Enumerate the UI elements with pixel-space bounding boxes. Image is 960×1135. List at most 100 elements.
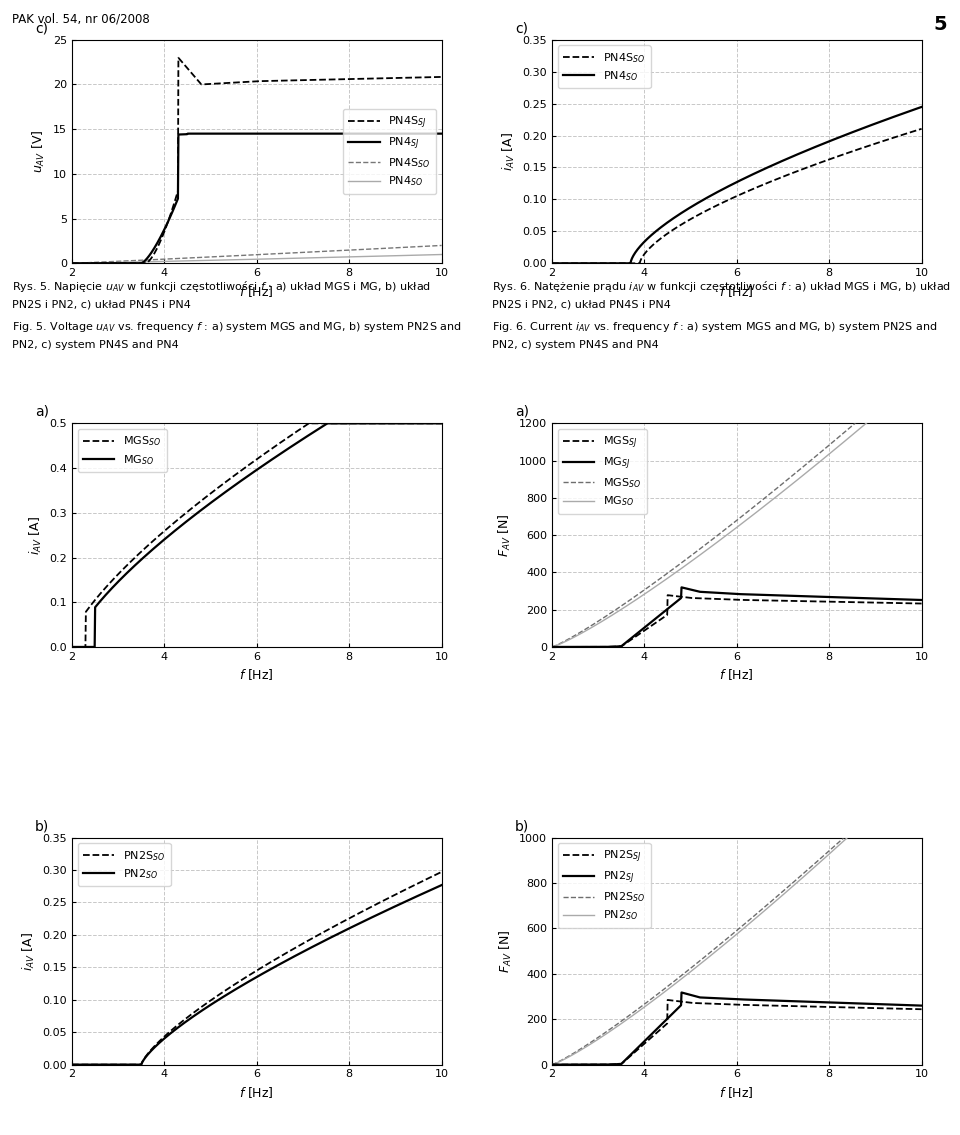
MGS$_{SO}$ [385, 417, 396, 430]
PN2S$_{SJ}$ [865, 1001, 876, 1015]
Text: c): c) [35, 22, 48, 35]
Text: b): b) [35, 819, 49, 833]
MG$_{SO}$ [322, 417, 333, 430]
PN2S$_{SJ}$ [546, 1058, 558, 1071]
Text: 5: 5 [934, 15, 948, 34]
Text: a): a) [35, 405, 49, 419]
X-axis label: $f$ [Hz]: $f$ [Hz] [719, 1085, 755, 1100]
PN4$_{SJ}$ [291, 127, 302, 141]
MG$_{SJ}$ [782, 589, 794, 603]
MG$_{SO}$ [385, 417, 396, 430]
PN2S$_{SO}$ [569, 1045, 581, 1059]
PN4$_{SJ}$ [281, 127, 293, 141]
PN2S$_{SO}$ [66, 1058, 78, 1071]
PN4$_{SO}$ [546, 257, 558, 270]
PN4$_{SO}$ [347, 250, 358, 263]
MGS$_{SJ}$ [661, 588, 673, 602]
MGS$_{SO}$ [827, 436, 838, 449]
Text: Rys. 5. Napięcie $u_{AV}$ w funkcji częstotliwości $f$ : a) układ MGS i MG, b) u: Rys. 5. Napięcie $u_{AV}$ w funkcji częs… [12, 279, 432, 294]
PN4$_{SJ}$ [385, 127, 396, 141]
PN4$_{SO}$ [569, 257, 581, 270]
PN4S$_{SJ}$ [436, 70, 447, 84]
MG$_{SJ}$ [916, 594, 927, 607]
PN2$_{SO}$ [546, 1058, 558, 1071]
PN4$_{SJ}$ [66, 257, 78, 270]
PN4S$_{SJ}$ [385, 72, 396, 85]
Line: MG$_{SO}$: MG$_{SO}$ [552, 376, 922, 647]
Y-axis label: $F_{AV}$ [N]: $F_{AV}$ [N] [497, 930, 514, 973]
Line: PN4S$_{SO}$: PN4S$_{SO}$ [72, 245, 442, 263]
PN4S$_{SJ}$ [89, 257, 101, 270]
Line: MG$_{SJ}$: MG$_{SJ}$ [552, 588, 922, 647]
PN4$_{SO}$ [436, 247, 447, 261]
Legend: PN2S$_{SO}$, PN2$_{SO}$: PN2S$_{SO}$, PN2$_{SO}$ [78, 843, 171, 886]
PN2$_{SO}$ [66, 1058, 78, 1071]
Y-axis label: $i_{AV}$ [A]: $i_{AV}$ [A] [501, 132, 516, 171]
MG$_{SJ}$ [771, 589, 782, 603]
PN2S$_{SO}$ [291, 941, 302, 955]
PN2$_{SO}$ [916, 762, 927, 775]
Y-axis label: $F_{AV}$ [N]: $F_{AV}$ [N] [497, 513, 514, 557]
MGS$_{SJ}$ [546, 640, 558, 654]
X-axis label: $f$ [Hz]: $f$ [Hz] [239, 284, 275, 299]
Line: MGS$_{SJ}$: MGS$_{SJ}$ [552, 595, 922, 647]
PN2$_{SJ}$ [676, 985, 687, 999]
MGS$_{SJ}$ [569, 640, 581, 654]
PN2$_{SJ}$ [782, 994, 794, 1008]
Text: PAK vol. 54, nr 06/2008: PAK vol. 54, nr 06/2008 [12, 12, 150, 25]
PN4S$_{SO}$ [781, 168, 793, 182]
MG$_{SO}$ [781, 481, 793, 495]
PN4S$_{SJ}$ [347, 73, 358, 86]
PN4$_{SJ}$ [347, 127, 358, 141]
PN4S$_{SO}$ [771, 173, 782, 186]
PN4$_{SJ}$ [436, 127, 447, 141]
MG$_{SO}$ [89, 640, 101, 654]
MG$_{SO}$ [281, 443, 293, 456]
PN2S$_{SO}$ [771, 890, 782, 903]
MG$_{SO}$ [301, 429, 313, 443]
PN4$_{SO}$ [281, 252, 293, 266]
PN2$_{SJ}$ [761, 993, 773, 1007]
MGS$_{SO}$ [916, 359, 927, 372]
PN2$_{SO}$ [761, 902, 773, 916]
MG$_{SJ}$ [569, 640, 581, 654]
Line: PN2$_{SO}$: PN2$_{SO}$ [72, 885, 442, 1065]
PN4$_{SO}$ [781, 152, 793, 166]
MGS$_{SJ}$ [865, 596, 876, 609]
MGS$_{SO}$ [347, 417, 358, 430]
PN4S$_{SJ}$ [66, 257, 78, 270]
PN2$_{SO}$ [436, 878, 447, 892]
MG$_{SO}$ [827, 445, 838, 459]
PN2$_{SO}$ [865, 810, 876, 824]
Line: MGS$_{SO}$: MGS$_{SO}$ [552, 365, 922, 647]
MGS$_{SO}$ [291, 424, 302, 438]
Text: c): c) [515, 22, 528, 35]
PN2S$_{SO}$ [865, 807, 876, 821]
PN2$_{SO}$ [281, 953, 293, 967]
MGS$_{SJ}$ [782, 594, 794, 607]
PN2$_{SJ}$ [827, 995, 838, 1009]
PN4S$_{SJ}$ [173, 51, 184, 65]
PN4S$_{SO}$ [66, 257, 78, 270]
PN4S$_{SO}$ [569, 257, 581, 270]
Line: PN2S$_{SJ}$: PN2S$_{SJ}$ [552, 1000, 922, 1065]
X-axis label: $f$ [Hz]: $f$ [Hz] [719, 667, 755, 682]
MGS$_{SO}$ [281, 431, 293, 445]
PN4$_{SJ}$ [181, 127, 193, 141]
Text: Rys. 6. Natężenie prądu $i_{AV}$ w funkcji częstotliwości $f$ : a) układ MGS i M: Rys. 6. Natężenie prądu $i_{AV}$ w funkc… [492, 279, 951, 294]
PN4$_{SO}$ [301, 251, 313, 264]
PN2S$_{SJ}$ [569, 1058, 581, 1071]
PN2$_{SO}$ [771, 893, 782, 907]
X-axis label: $f$ [Hz]: $f$ [Hz] [239, 1085, 275, 1100]
MGS$_{SO}$ [781, 473, 793, 487]
MG$_{SO}$ [546, 640, 558, 654]
PN2$_{SO}$ [781, 884, 793, 898]
MG$_{SO}$ [865, 413, 876, 427]
MGS$_{SO}$ [761, 489, 773, 503]
PN2S$_{SJ}$ [761, 999, 773, 1012]
PN2$_{SJ}$ [771, 994, 782, 1008]
PN4S$_{SO}$ [347, 243, 358, 257]
Text: a): a) [515, 405, 529, 419]
PN4S$_{SO}$ [291, 246, 302, 260]
MGS$_{SO}$ [303, 417, 315, 430]
